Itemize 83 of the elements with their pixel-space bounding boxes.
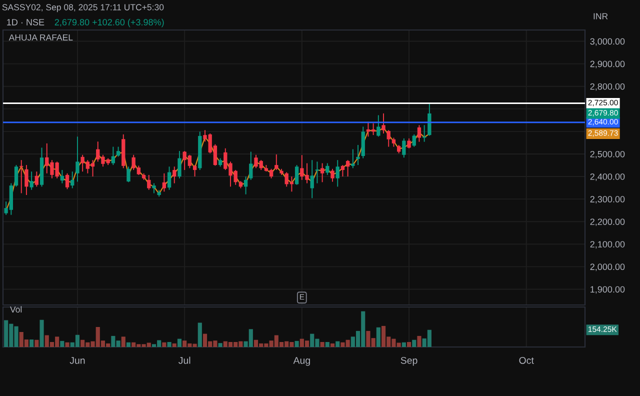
- candlestick: [392, 137, 396, 148]
- bar: [40, 320, 44, 347]
- bar: [172, 343, 176, 347]
- candlestick: [407, 138, 411, 149]
- candlestick: [70, 171, 74, 189]
- candlestick: [24, 164, 28, 196]
- bar: [198, 322, 202, 347]
- bar: [177, 338, 182, 347]
- candlestick: [192, 164, 197, 177]
- bar: [167, 342, 172, 347]
- y-tick-label: 2,500.00: [590, 150, 625, 158]
- candlestick: [20, 160, 24, 194]
- bar: [412, 340, 416, 347]
- bar: [402, 342, 406, 347]
- y-tick-label: 2,400.00: [590, 173, 625, 181]
- text: 2,679.80 +102.60 (+3.98%): [54, 18, 164, 28]
- candlestick: [356, 144, 360, 166]
- bar: [126, 342, 131, 347]
- candlestick: [178, 150, 182, 179]
- candlestick: [428, 102, 432, 136]
- bar: [162, 342, 166, 347]
- candlestick: [34, 171, 38, 188]
- bar: [376, 327, 380, 347]
- candlestick: [126, 166, 130, 183]
- bar: [330, 343, 335, 347]
- candlestick: [330, 168, 334, 182]
- y-tick-label: 2,800.00: [590, 83, 625, 91]
- candlestick: [382, 112, 386, 134]
- annotation: AHUJA RAFAEL: [8, 34, 73, 41]
- candlestick: [162, 172, 166, 192]
- bar: [417, 336, 422, 347]
- y-tick-label: 3,000.00: [590, 38, 625, 46]
- candlestick: [152, 182, 156, 194]
- x-tick-label: Jun: [70, 357, 85, 364]
- candlestick: [310, 160, 314, 199]
- candlestick: [376, 114, 380, 138]
- bar: [406, 342, 412, 347]
- y-tick-label: 2,900.00: [590, 60, 625, 68]
- bar: [65, 342, 70, 347]
- chart-title: 1D · NSE: [7, 19, 44, 26]
- candlestick: [116, 146, 120, 158]
- x-tick-label: Sep: [400, 356, 418, 366]
- candlestick: [386, 130, 390, 148]
- candlestick: [147, 174, 151, 190]
- bar: [294, 340, 299, 347]
- candlestick: [244, 176, 248, 195]
- candlestick: [294, 164, 299, 186]
- candlestick: [111, 146, 116, 166]
- candlestick: [320, 162, 324, 183]
- bar: [34, 340, 39, 347]
- candlestick: [167, 166, 172, 190]
- candlestick: [402, 138, 406, 158]
- bar: [30, 340, 34, 347]
- candlestick: [65, 172, 70, 190]
- bar: [60, 340, 64, 347]
- candlestick: [76, 136, 80, 182]
- bar: [218, 343, 222, 347]
- bar: [336, 341, 340, 347]
- candlestick: [351, 148, 355, 169]
- y-tick-label: 2,100.00: [590, 241, 625, 249]
- bar: [325, 342, 330, 347]
- candlestick: [30, 171, 34, 190]
- candlestick: [417, 124, 422, 142]
- bar: [121, 336, 126, 347]
- candlestick: [412, 134, 416, 148]
- y-tick-label: 2,200.00: [590, 218, 625, 226]
- x-tick-label: Oct: [519, 356, 534, 364]
- candlestick: [60, 169, 64, 184]
- annotation: Vol: [10, 306, 22, 313]
- x-tick-label: Jul: [178, 356, 190, 364]
- candlestick: [326, 162, 330, 176]
- text: SASSY02, Sep 08, 2025 17:11 UTC+5:30: [2, 4, 164, 12]
- x-tick-label: Aug: [293, 357, 310, 366]
- y-tick-label: 1,900.00: [590, 286, 625, 294]
- candlestick: [14, 164, 18, 188]
- candlestick: [249, 151, 253, 180]
- bar: [320, 342, 324, 347]
- candlestick: [274, 154, 278, 170]
- y-tick-label: 2,000.00: [590, 264, 625, 272]
- candlestick: [172, 166, 176, 184]
- candlestick: [336, 160, 340, 188]
- text: INR: [594, 13, 608, 20]
- y-tick-label: 2,300.00: [590, 196, 625, 204]
